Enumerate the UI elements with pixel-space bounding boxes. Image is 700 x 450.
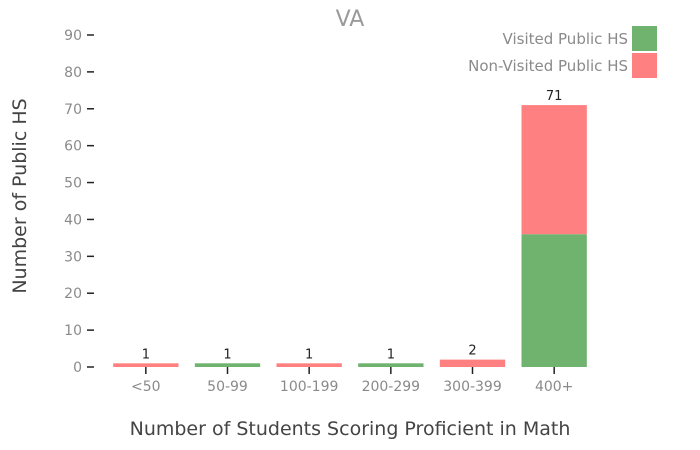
x-tick-label: 100-199 xyxy=(280,379,339,395)
y-axis: 0 10 20 30 40 50 60 70 80 90 xyxy=(64,28,94,376)
bar-visited xyxy=(194,363,261,367)
y-tick-label: 20 xyxy=(64,286,82,302)
x-tick-label: 200-299 xyxy=(362,379,421,395)
x-axis-title: Number of Students Scoring Proficient in… xyxy=(130,418,571,440)
bar-total-label: 1 xyxy=(305,347,313,362)
y-tick-label: 30 xyxy=(64,249,82,265)
legend-swatch xyxy=(632,26,657,51)
y-tick-label: 0 xyxy=(73,360,82,376)
bars xyxy=(113,105,587,367)
bar-visited xyxy=(358,363,424,367)
y-tick-label: 80 xyxy=(64,65,82,81)
bar-total-label: 71 xyxy=(546,89,563,104)
bar-non-visited xyxy=(439,359,506,367)
y-tick-label: 40 xyxy=(64,212,82,228)
bar-non-visited xyxy=(521,105,587,235)
x-tick-label: 300-399 xyxy=(443,379,502,395)
chart-title: VA xyxy=(336,7,365,32)
y-tick-label: 70 xyxy=(64,102,82,118)
data-labels: 1 1 1 1 2 71 xyxy=(142,89,563,362)
bar-total-label: 1 xyxy=(387,347,395,362)
y-tick-label: 60 xyxy=(64,139,82,155)
bar-non-visited xyxy=(113,363,179,367)
bar-total-label: 1 xyxy=(142,347,150,362)
y-tick-label: 10 xyxy=(64,323,82,339)
y-tick-label: 50 xyxy=(64,176,82,192)
bar-visited xyxy=(521,234,587,367)
bar-total-label: 2 xyxy=(468,344,476,359)
x-tick-label: <50 xyxy=(131,379,161,395)
y-tick-label: 90 xyxy=(64,28,82,44)
bar-total-label: 1 xyxy=(223,347,231,362)
legend-label: Visited Public HS xyxy=(503,30,628,48)
legend: Visited Public HS Non-Visited Public HS xyxy=(468,26,657,78)
x-axis: <50 50-99 100-199 200-299 300-399 400+ xyxy=(131,367,573,395)
bar-non-visited xyxy=(276,363,342,367)
x-tick-label: 50-99 xyxy=(207,379,248,395)
legend-swatch xyxy=(632,53,657,78)
x-tick-label: 400+ xyxy=(535,379,573,395)
legend-label: Non-Visited Public HS xyxy=(468,57,628,75)
y-axis-title: Number of Public HS xyxy=(9,98,31,293)
